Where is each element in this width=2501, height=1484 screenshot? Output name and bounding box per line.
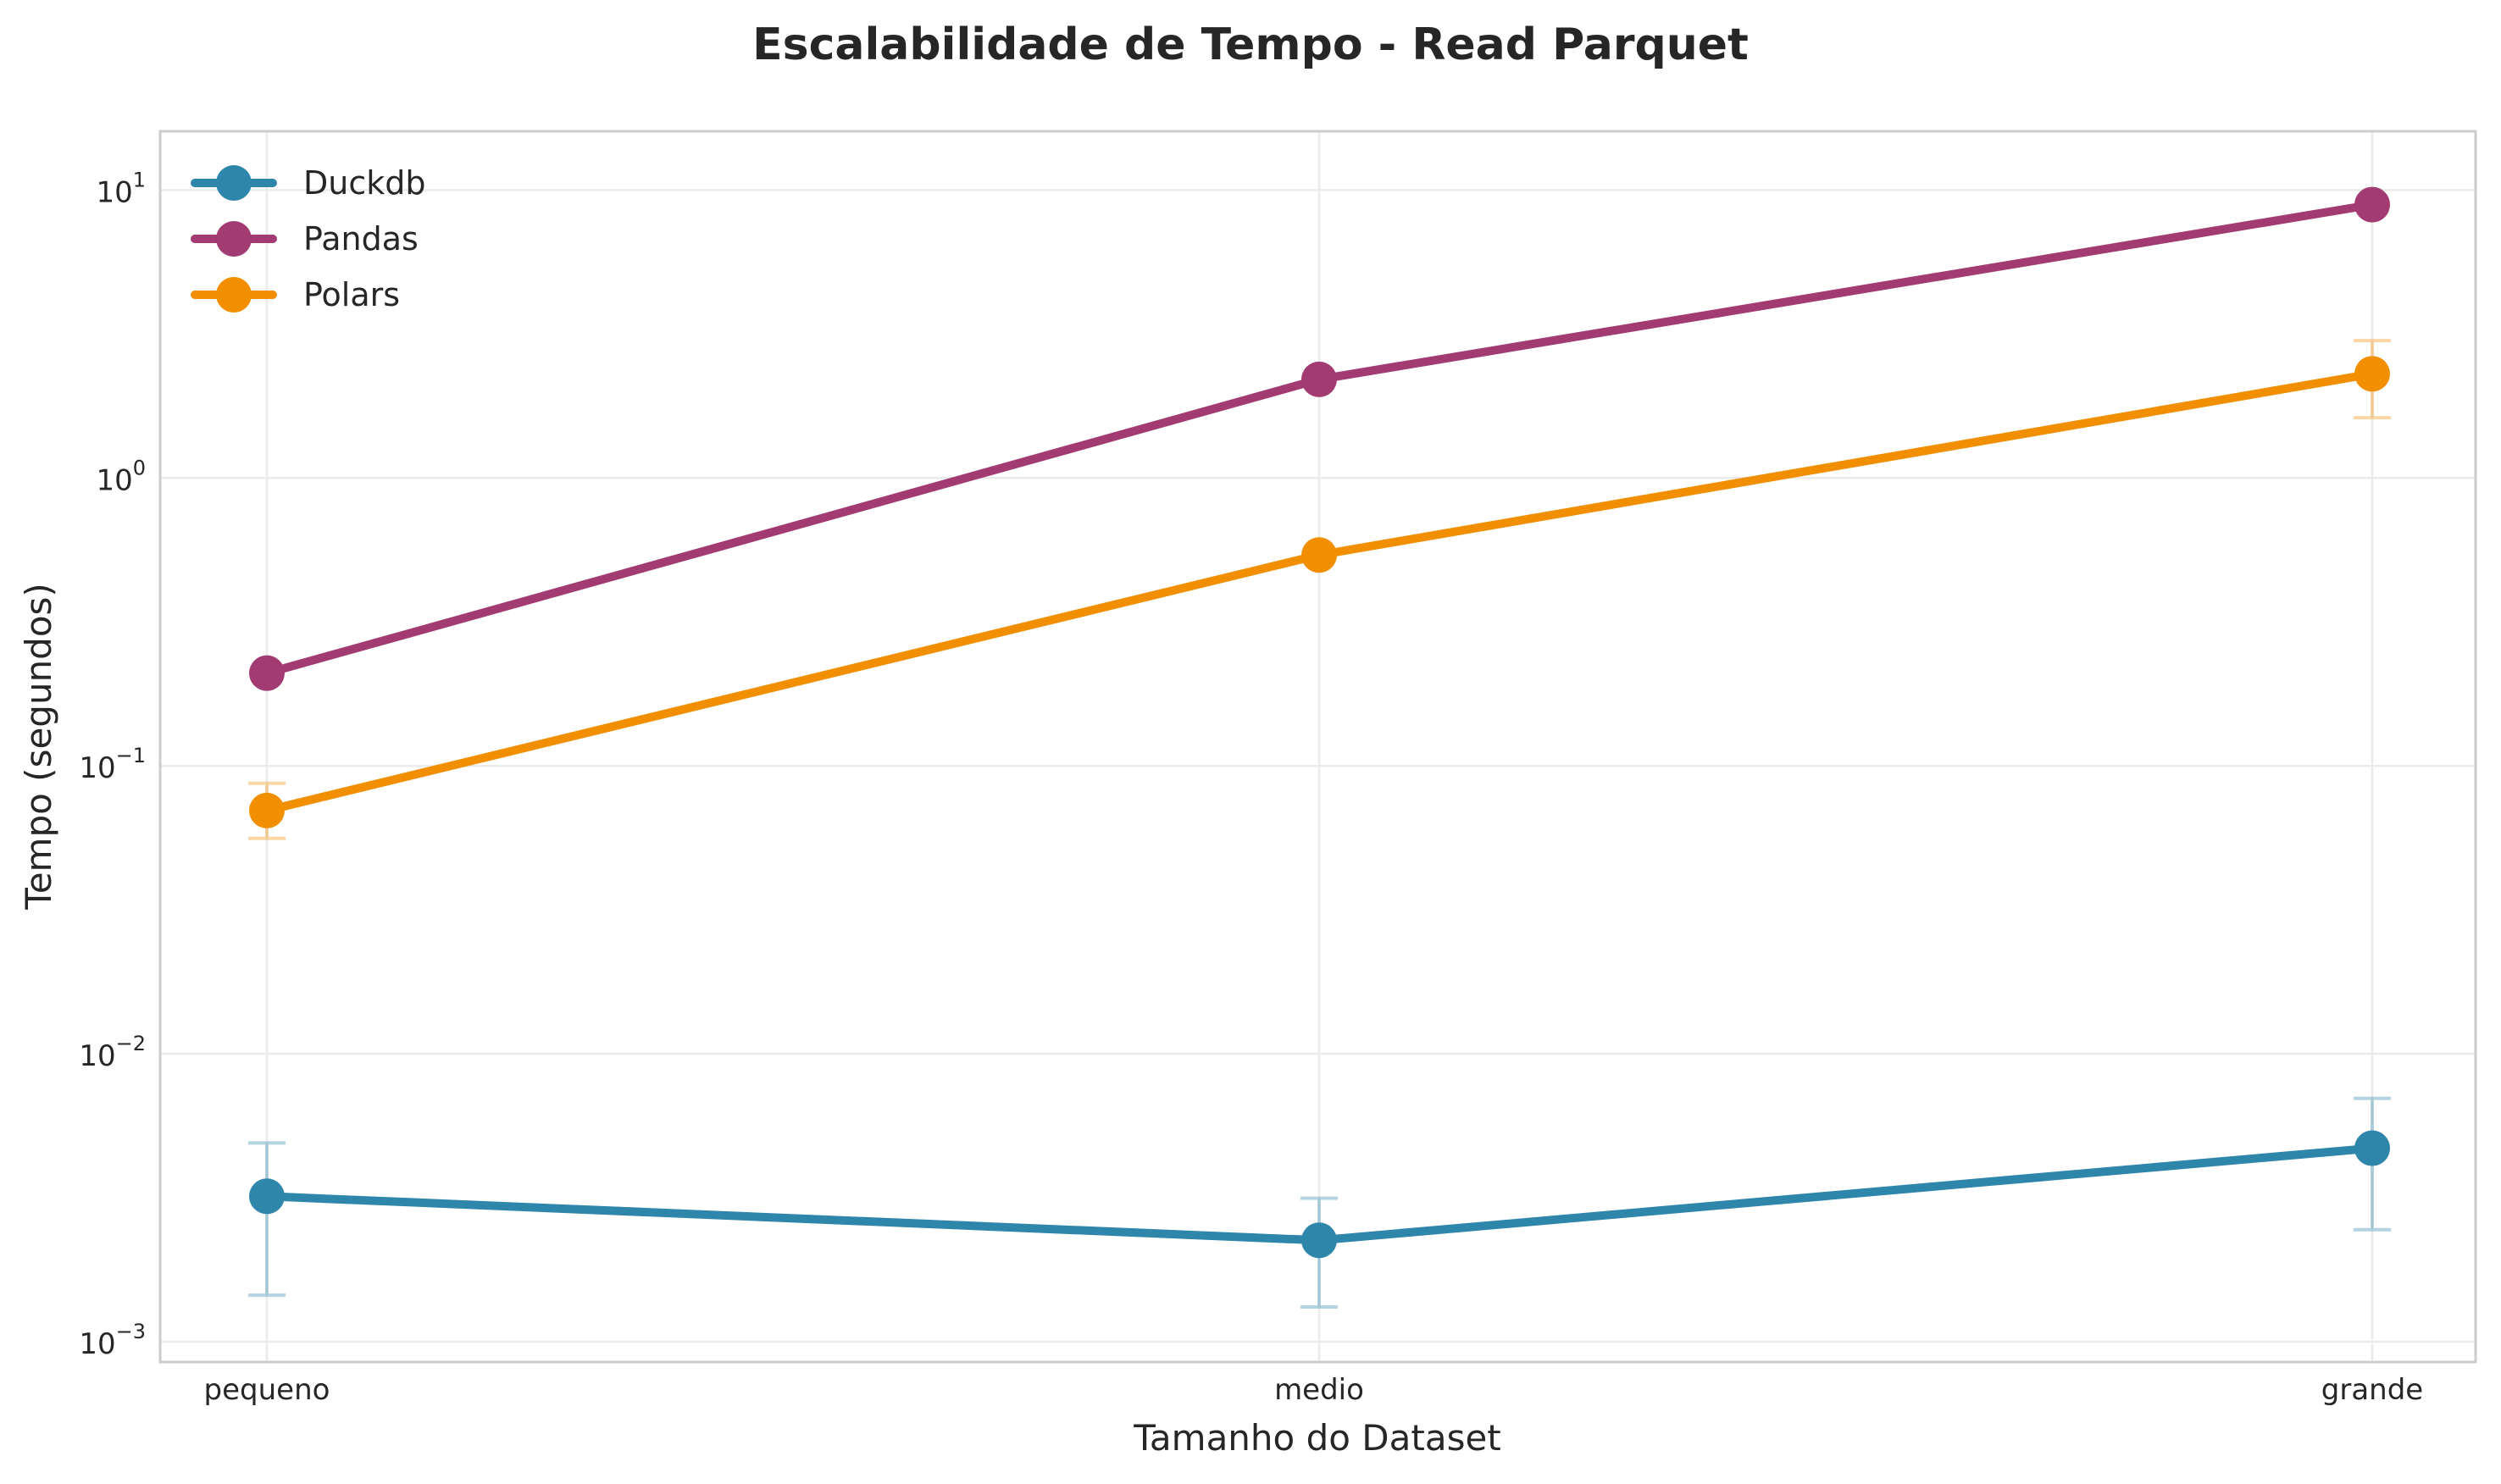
x-tick-label: pequeno — [204, 1373, 330, 1407]
legend: Duckdb Pandas Polars — [191, 164, 426, 313]
legend-label: Duckdb — [303, 164, 426, 202]
error-bar — [248, 1141, 286, 1298]
data-point-pandas — [249, 655, 285, 691]
data-point-polars — [249, 792, 285, 828]
data-point-pandas — [1301, 361, 1337, 397]
legend-marker — [216, 277, 252, 313]
series — [248, 186, 2391, 1310]
legend-marker — [216, 165, 252, 201]
data-point-duckdb — [1301, 1222, 1337, 1259]
data-point-duckdb — [2354, 1130, 2390, 1166]
y-axis-label: Tempo (segundos) — [18, 583, 59, 911]
x-tick-label: grande — [2321, 1373, 2423, 1407]
y-axis-ticks: 10−3 10−2 10−1 100 101 — [79, 168, 146, 1361]
plot-area-frame — [158, 130, 2477, 1364]
data-point-pandas — [2354, 186, 2390, 223]
grid — [160, 131, 2476, 1362]
y-tick-label: 10−1 — [79, 744, 146, 785]
data-point-polars — [1301, 537, 1337, 573]
legend-marker — [216, 221, 252, 257]
x-axis-ticks: pequeno medio grande — [204, 1373, 2424, 1407]
y-tick-label: 10−3 — [79, 1320, 146, 1361]
legend-label: Polars — [303, 276, 400, 313]
chart-title: Escalabilidade de Tempo - Read Parquet — [752, 19, 1749, 70]
x-axis-label: Tamanho do Dataset — [1133, 1417, 1501, 1459]
y-tick-label: 101 — [96, 168, 146, 209]
data-point-duckdb — [249, 1178, 285, 1215]
data-point-polars — [2354, 356, 2390, 392]
y-tick-label: 10−2 — [79, 1032, 146, 1073]
y-tick-label: 100 — [96, 456, 146, 497]
x-tick-label: medio — [1274, 1373, 1364, 1407]
legend-label: Pandas — [303, 220, 419, 257]
